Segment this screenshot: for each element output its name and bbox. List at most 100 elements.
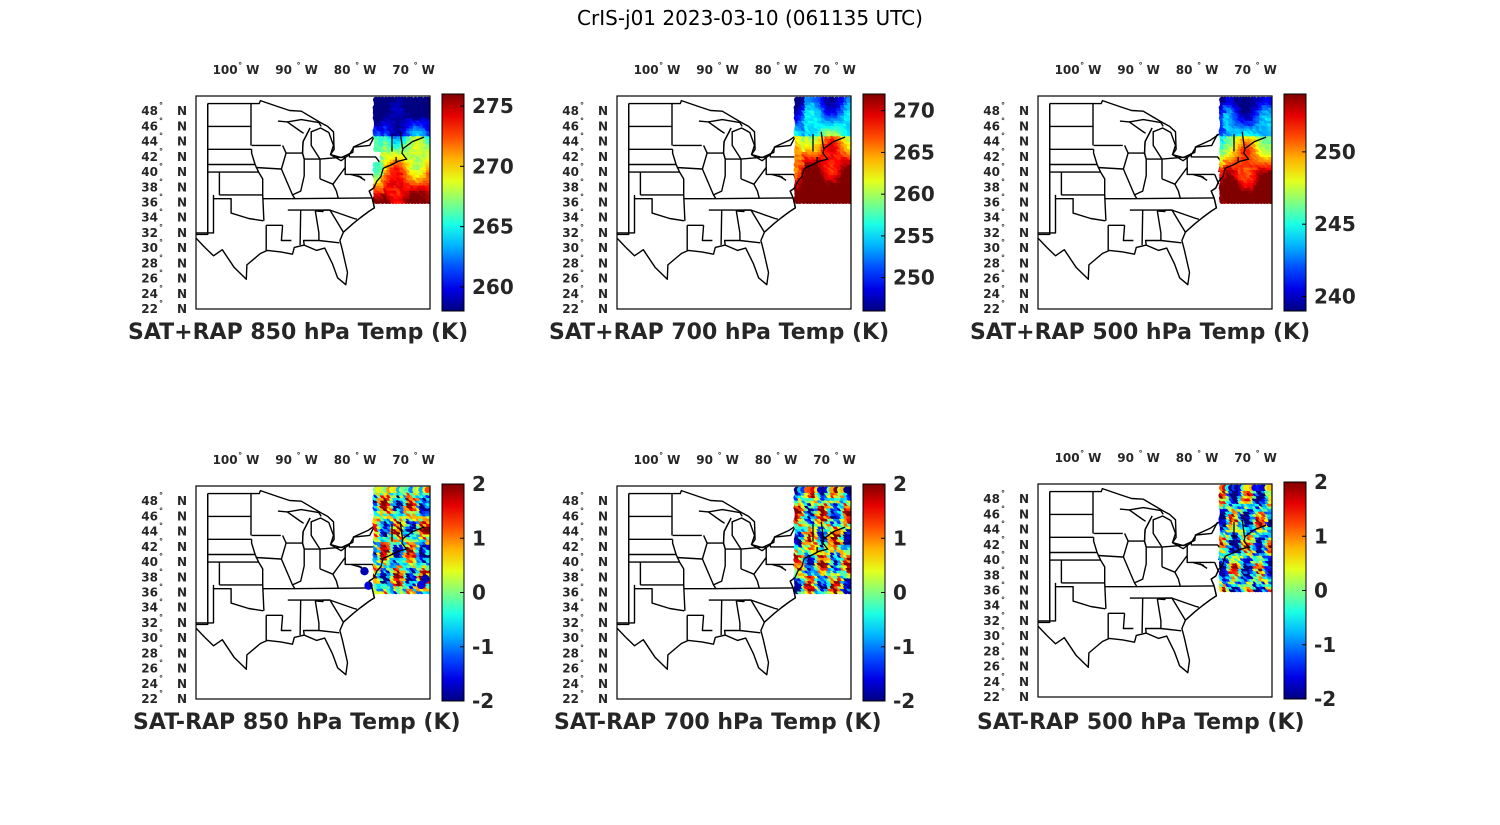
degree-symbol: °: [159, 552, 163, 561]
swath-point: [408, 96, 415, 103]
state-line: [196, 588, 215, 624]
state-line: [1161, 544, 1188, 548]
lat-tick-suffix: N: [177, 677, 187, 691]
lat-tick-suffix: N: [598, 104, 608, 118]
state-line: [287, 508, 322, 517]
colorbar-tick-label: -1: [472, 635, 494, 659]
state-line: [1192, 561, 1208, 569]
lat-tick-label: 48: [562, 494, 579, 508]
degree-symbol: °: [580, 162, 584, 171]
state-line-overlay: [301, 127, 311, 160]
lat-tick-label: 26: [983, 272, 1000, 286]
lat-tick-suffix: N: [1019, 629, 1029, 643]
degree-symbol: °: [159, 643, 163, 652]
state-line: [1133, 582, 1138, 588]
lat-tick-suffix: N: [177, 586, 187, 600]
state-line: [1122, 547, 1147, 584]
coastline-overlay: [1202, 524, 1267, 607]
state-line: [701, 159, 726, 196]
lat-tick-label: 40: [983, 553, 1000, 567]
state-line-overlay: [1241, 519, 1246, 537]
degree-symbol: °: [159, 674, 163, 683]
lat-tick-suffix: N: [177, 196, 187, 210]
lat-tick-suffix: N: [177, 287, 187, 301]
degree-symbol: °: [580, 208, 584, 217]
lat-tick-suffix: N: [177, 525, 187, 539]
lat-tick-suffix: N: [598, 601, 608, 615]
lat-tick-label: 28: [141, 646, 158, 660]
degree-symbol: °: [718, 451, 722, 460]
colorbar-tick-label: 250: [1314, 140, 1356, 164]
lat-tick-label: 22: [141, 302, 158, 316]
degree-symbol: °: [580, 674, 584, 683]
degree-symbol: °: [159, 147, 163, 156]
lat-tick-suffix: N: [598, 287, 608, 301]
lat-tick-label: 28: [562, 646, 579, 660]
swath-point: [845, 486, 851, 493]
state-line: [207, 171, 221, 195]
map-panel-sat-rap-700: 100 ° W 90 ° W 80 ° W 70 ° W 48 ° N 46 ° N 44 ° N 42 ° N 40 ° N 38 °…: [549, 58, 971, 358]
state-line: [771, 173, 787, 181]
lat-tick-label: 24: [562, 677, 579, 691]
state-line: [322, 209, 358, 220]
degree-symbol: °: [580, 659, 584, 668]
state-line: [287, 209, 302, 246]
state-line: [1122, 159, 1147, 196]
degree-symbol: °: [159, 132, 163, 141]
degree-symbol: °: [159, 116, 163, 125]
lat-tick-label: 30: [141, 631, 158, 645]
colorbar-tick-label: 2: [472, 472, 486, 496]
map-area: [1037, 95, 1273, 310]
map-panel-graphic: 100 ° W 90 ° W 80 ° W 70 ° W48 ° N46 ° N44 ° N42 ° N40 ° N38 °…: [983, 449, 1336, 711]
lat-tick-suffix: N: [1019, 119, 1029, 133]
colorbar-tick-label: 1: [472, 526, 486, 550]
lat-tick-label: 26: [562, 272, 579, 286]
state-line: [344, 156, 373, 176]
colorbar-tick-label: 245: [1314, 212, 1356, 236]
satellite-swath: [372, 96, 430, 204]
map-area: [195, 95, 431, 310]
state-line: [1171, 597, 1186, 621]
colorbar-tick-label: 0: [1314, 579, 1328, 603]
degree-symbol: °: [159, 208, 163, 217]
lat-tick-suffix: N: [598, 226, 608, 240]
lon-tick-suffix: W: [1264, 63, 1277, 77]
state-line: [708, 209, 723, 246]
coastline-overlay: [1202, 136, 1267, 219]
map-frame: [616, 95, 852, 310]
lon-tick-label: 70: [1234, 63, 1251, 77]
lat-tick-suffix: N: [1019, 180, 1029, 194]
lon-tick-suffix: W: [422, 63, 435, 77]
state-line: [332, 573, 339, 589]
state-line: [332, 183, 339, 199]
state-line: [731, 517, 756, 550]
degree-symbol: °: [1001, 116, 1005, 125]
state-line: [1129, 209, 1144, 246]
lon-tick-suffix: W: [843, 63, 856, 77]
state-line-overlay: [399, 521, 404, 539]
lon-tick-label: 80: [755, 453, 772, 467]
colorbar-tick-label: -2: [1314, 687, 1336, 711]
lon-tick-suffix: W: [305, 453, 318, 467]
colorbar-tick-label: 2: [893, 472, 907, 496]
lat-tick-label: 48: [141, 494, 158, 508]
lon-tick-label: 80: [755, 63, 772, 77]
lat-tick-suffix: N: [1019, 584, 1029, 598]
lon-tick-label: 70: [1234, 451, 1251, 465]
lat-tick-label: 38: [562, 570, 579, 584]
degree-symbol: °: [159, 162, 163, 171]
degree-symbol: °: [1197, 61, 1201, 70]
colorbar-gradient: [441, 93, 465, 312]
lat-tick-suffix: N: [598, 211, 608, 225]
lat-tick-suffix: N: [177, 135, 187, 149]
colorbar: 210-1-2: [862, 472, 915, 713]
satellite-swath: [360, 486, 430, 595]
state-line-overlay: [820, 131, 825, 149]
state-line: [329, 209, 344, 233]
state-line: [712, 197, 794, 200]
colorbar-tick-label: 270: [472, 154, 514, 178]
state-line: [304, 158, 321, 179]
state-line: [1160, 627, 1182, 632]
map-panel-graphic: 100 ° W 90 ° W 80 ° W 70 ° W48 ° N46 ° N44 ° N42 ° N40 ° N38 °…: [141, 451, 494, 713]
state-line: [1054, 582, 1106, 610]
